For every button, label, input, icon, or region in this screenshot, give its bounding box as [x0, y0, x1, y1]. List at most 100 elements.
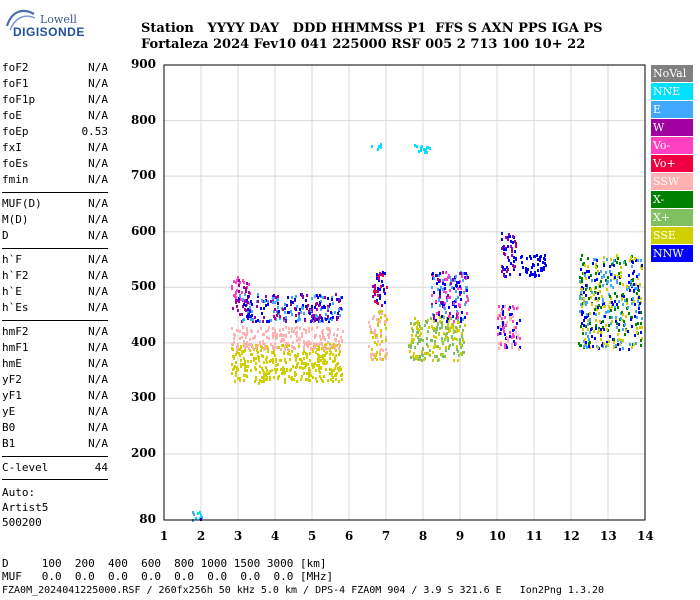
echo-point: [586, 270, 588, 273]
echo-point: [379, 353, 381, 356]
echo-point: [580, 325, 582, 328]
echo-point: [462, 272, 464, 275]
echo-point: [510, 262, 512, 265]
echo-point: [250, 369, 252, 372]
echo-point: [275, 364, 277, 367]
echo-point: [588, 338, 590, 341]
echo-point: [463, 291, 465, 294]
echo-point: [628, 286, 630, 289]
echo-point: [376, 299, 378, 302]
param-label: foF1p: [2, 93, 36, 106]
echo-point: [434, 343, 436, 346]
echo-point: [640, 322, 642, 325]
echo-point: [513, 268, 515, 271]
echo-point: [602, 298, 604, 301]
echo-point: [313, 342, 315, 345]
echo-point: [640, 259, 642, 262]
echo-point: [243, 340, 245, 343]
echo-point: [412, 341, 414, 344]
echo-point: [460, 272, 462, 275]
echo-point: [605, 311, 607, 314]
echo-point: [445, 291, 447, 294]
echo-point: [467, 276, 469, 279]
echo-point: [531, 273, 533, 276]
param-label: foEs: [2, 157, 29, 170]
echo-point: [431, 325, 433, 328]
echo-point: [438, 274, 440, 277]
echo-point: [374, 300, 376, 303]
echo-point: [374, 293, 376, 296]
echo-point: [626, 300, 628, 303]
echo-point: [236, 289, 238, 292]
echo-point: [259, 365, 261, 368]
echo-point: [338, 300, 340, 303]
param-value: N/A: [88, 285, 108, 298]
echo-point: [444, 283, 446, 286]
echo-point: [262, 355, 264, 358]
echo-point: [282, 328, 284, 331]
echo-point: [533, 255, 535, 258]
echo-point: [629, 259, 631, 262]
echo-point: [590, 288, 592, 291]
echo-point: [599, 282, 601, 285]
echo-point: [386, 318, 388, 321]
echo-point: [414, 144, 416, 147]
echo-point: [585, 325, 587, 328]
echo-point: [261, 299, 263, 302]
echo-point: [436, 282, 438, 285]
echo-point: [597, 299, 599, 302]
echo-point: [376, 343, 378, 346]
echo-point: [254, 316, 256, 319]
echo-point: [381, 304, 383, 307]
echo-point: [320, 367, 322, 370]
echo-point: [294, 347, 296, 350]
echo-point: [443, 332, 445, 335]
footer-muf-row: MUF 0.0 0.0 0.0 0.0 0.0 0.0 0.0 0.0 [MHz…: [2, 570, 334, 583]
echo-point: [621, 311, 623, 314]
echo-point: [624, 323, 626, 326]
echo-point: [610, 279, 612, 282]
echo-point: [464, 316, 466, 319]
echo-point: [442, 288, 444, 291]
echo-point: [445, 311, 447, 314]
param-row: yF1 N/A: [2, 389, 108, 405]
echo-point: [371, 348, 373, 351]
echo-point: [639, 302, 641, 305]
echo-point: [285, 361, 287, 364]
echo-point: [250, 318, 252, 321]
echo-point: [511, 247, 513, 250]
echo-point: [609, 316, 611, 319]
echo-point: [418, 338, 420, 341]
echo-point: [381, 280, 383, 283]
echo-point: [314, 319, 316, 322]
echo-point: [439, 320, 441, 323]
echo-point: [373, 290, 375, 293]
legend-item-nne: NNE: [651, 83, 693, 100]
echo-point: [615, 320, 617, 323]
echo-point: [333, 343, 335, 346]
echo-point: [306, 356, 308, 359]
echo-point: [606, 341, 608, 344]
echo-point: [327, 307, 329, 310]
echo-point: [337, 367, 339, 370]
echo-point: [247, 311, 249, 314]
echo-point: [265, 373, 267, 376]
echo-point: [287, 342, 289, 345]
echo-point: [332, 302, 334, 305]
x-tick-label: 8: [418, 529, 428, 543]
echo-point: [617, 333, 619, 336]
echo-point: [504, 268, 506, 271]
echo-point: [235, 281, 237, 284]
echo-point: [424, 352, 426, 355]
echo-point: [607, 280, 609, 283]
echo-point: [268, 372, 270, 375]
echo-point: [276, 346, 278, 349]
echo-point: [338, 347, 340, 350]
echo-point: [276, 314, 278, 317]
echo-point: [318, 366, 320, 369]
echo-point: [510, 245, 512, 248]
echo-point: [284, 307, 286, 310]
echo-point: [445, 349, 447, 352]
echo-point: [630, 256, 632, 259]
